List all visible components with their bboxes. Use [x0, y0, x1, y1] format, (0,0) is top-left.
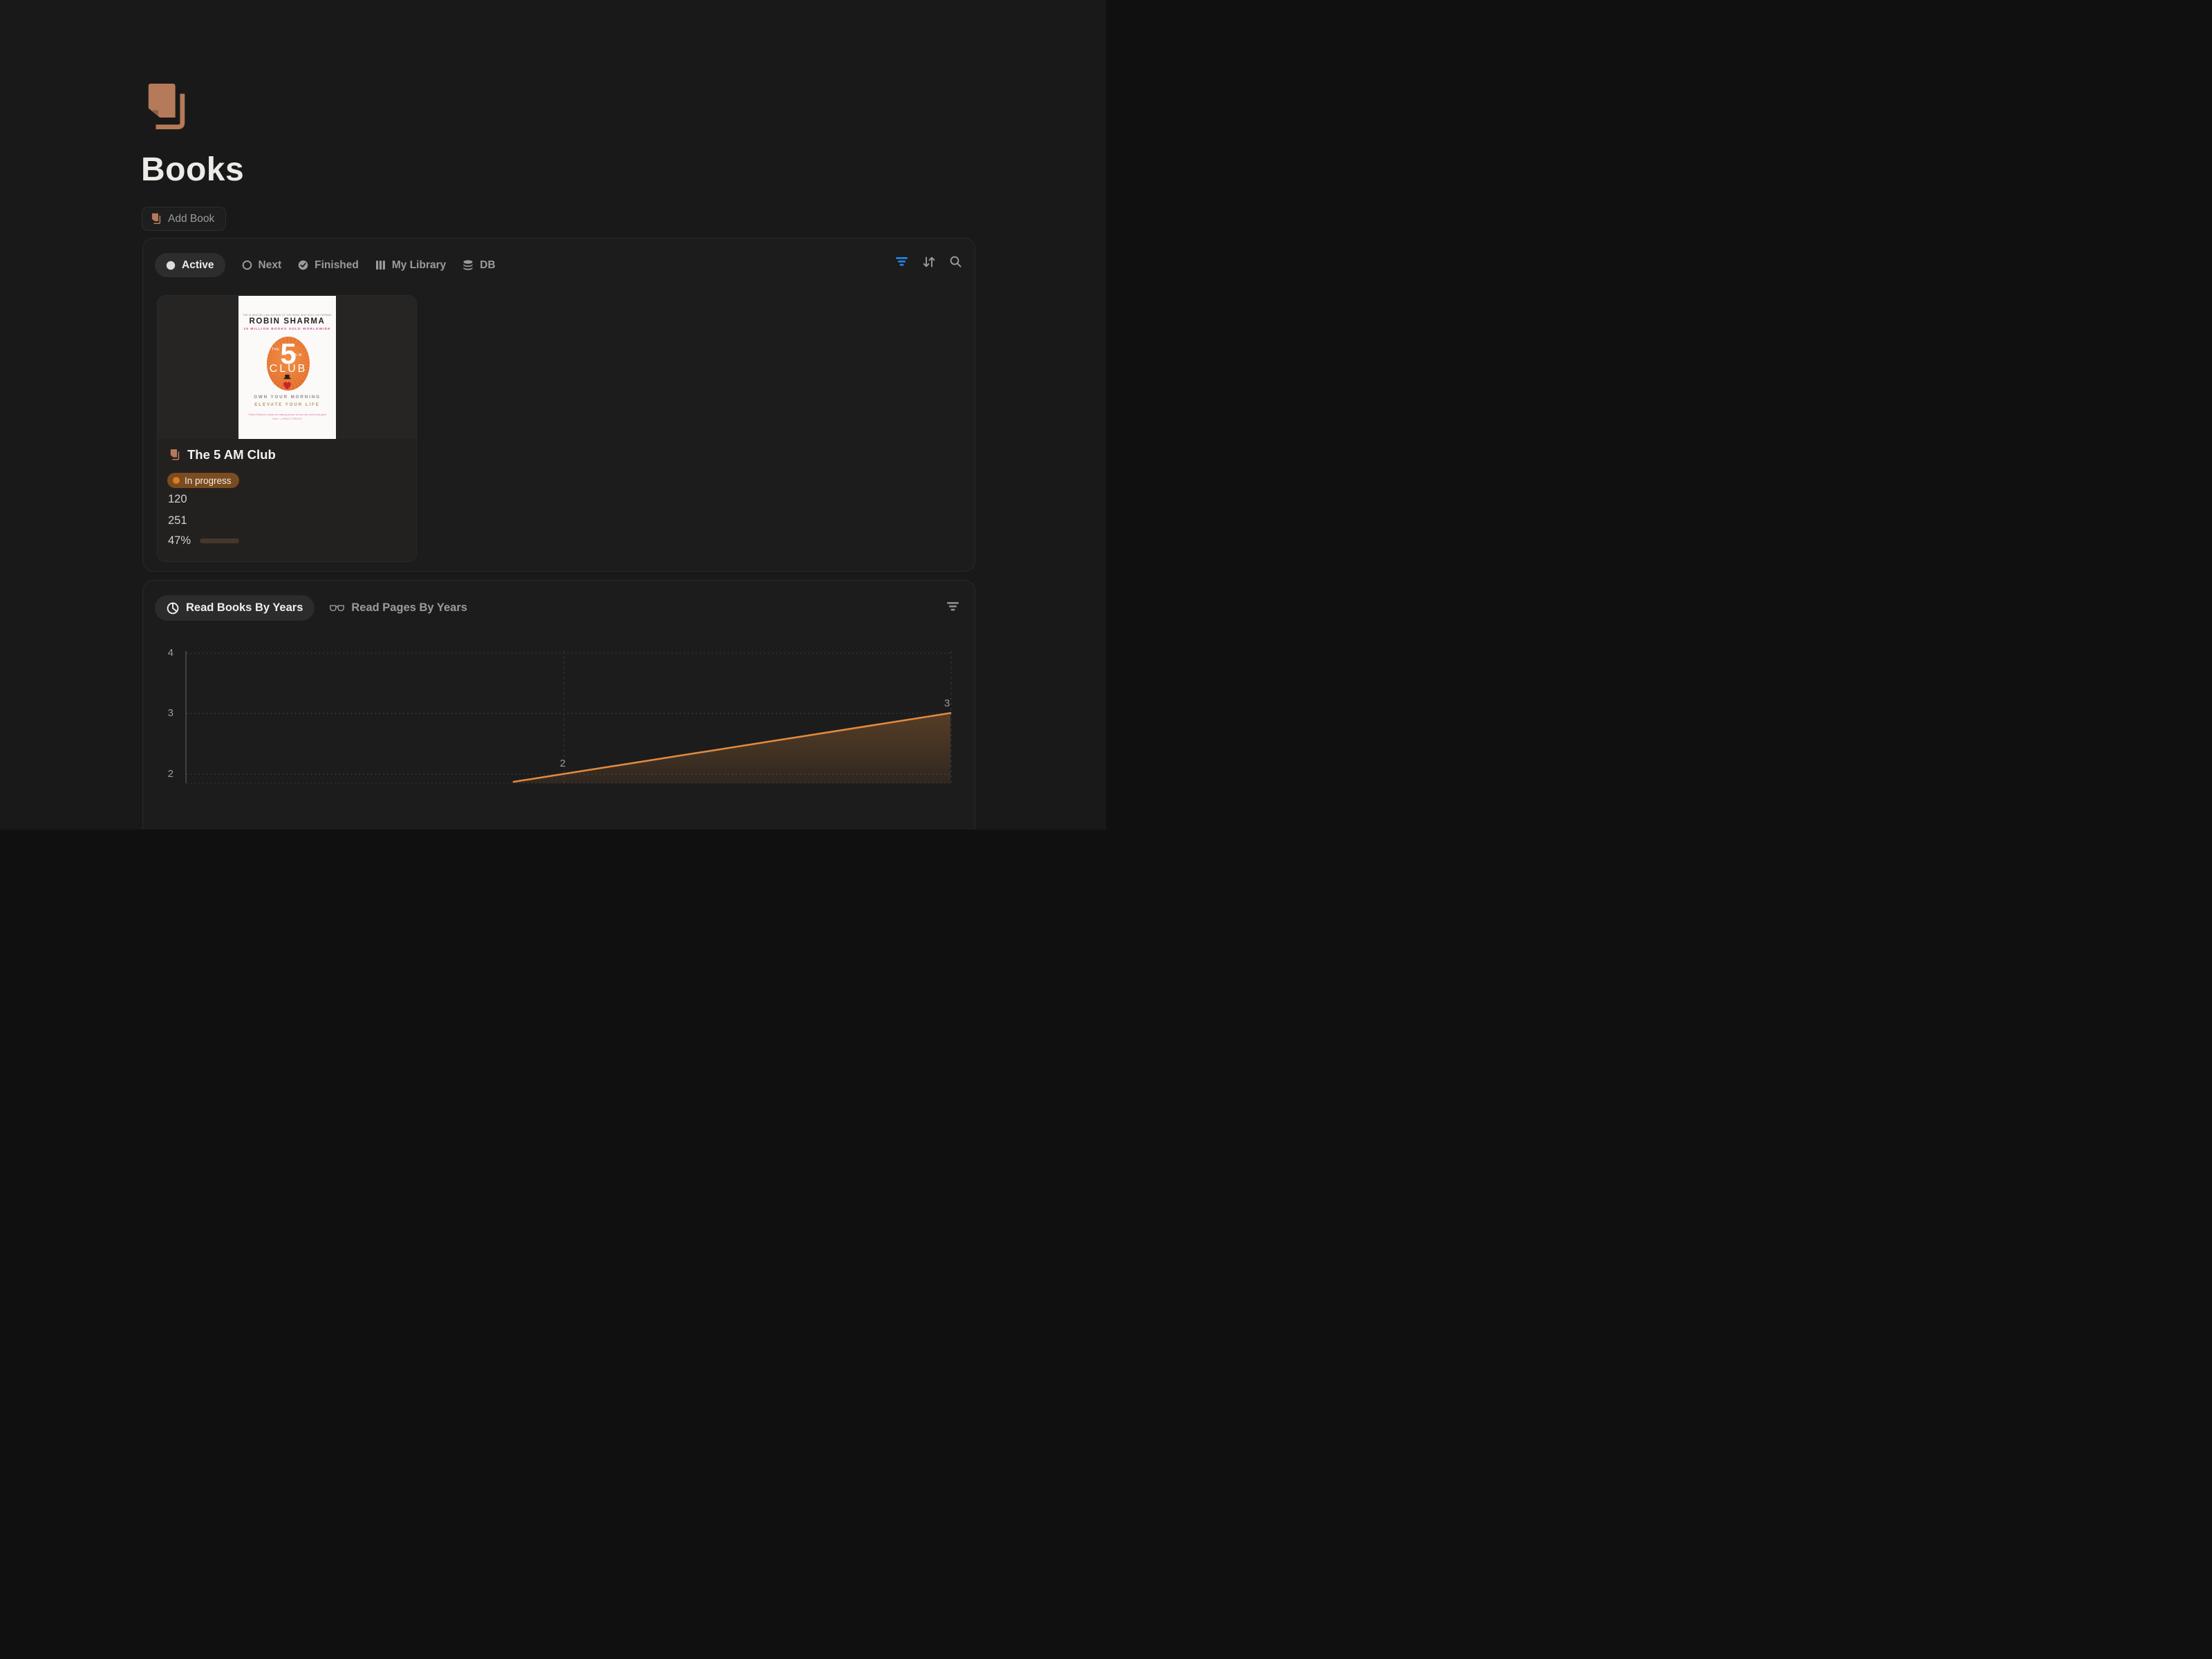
tab-my-library[interactable]: My Library — [375, 259, 446, 272]
library-toolbar — [894, 254, 963, 269]
add-book-button[interactable]: Add Book — [142, 207, 227, 231]
status-label: In progress — [185, 475, 232, 486]
glasses-icon — [330, 604, 345, 611]
library-section-card: Active Next Finished — [142, 238, 975, 572]
cover-tagline-2: ELEVATE YOUR LIFE — [254, 402, 320, 407]
progress-row: 47% — [168, 534, 240, 547]
chart-filter-button[interactable] — [945, 600, 961, 613]
tab-label: Next — [258, 259, 282, 271]
book-card[interactable]: THE #1 BESTSELLING AUTHOR OF THE MONK WH… — [157, 295, 417, 562]
chart-tabs: Read Books By Years Read Pages By Years — [155, 595, 467, 621]
progress-bar — [200, 538, 240, 543]
tab-db[interactable]: DB — [462, 259, 496, 272]
cover-author: ROBIN SHARMA — [249, 317, 326, 326]
tab-finished[interactable]: Finished — [298, 259, 359, 272]
book-icon — [151, 213, 161, 224]
cover-title-the: THE — [272, 348, 280, 352]
pie-chart-icon — [167, 602, 179, 614]
series-line — [512, 712, 952, 783]
cover-topline: THE #1 BESTSELLING AUTHOR OF THE MONK WH… — [243, 314, 332, 317]
book-cover-image: THE #1 BESTSELLING AUTHOR OF THE MONK WH… — [238, 296, 336, 439]
circle-outline-icon — [242, 260, 252, 270]
pages-read-value: 120 — [168, 493, 187, 505]
search-icon — [950, 256, 962, 268]
tab-label: Read Books By Years — [186, 601, 303, 614]
status-badge: In progress — [167, 473, 239, 488]
data-label-3: 3 — [944, 697, 950, 709]
filter-button[interactable] — [894, 255, 910, 268]
cover-title-club: CLUB — [269, 363, 308, 375]
tab-label: Active — [182, 259, 214, 271]
cover-quote: “Robin Sharma’s books are helping people… — [248, 413, 327, 421]
view-tabs: Active Next Finished — [155, 253, 496, 277]
book-icon — [148, 84, 185, 130]
pages-total-value: 251 — [168, 514, 187, 527]
book-title: The 5 AM Club — [187, 447, 276, 462]
tab-active[interactable]: Active — [155, 253, 225, 277]
book-icon — [170, 449, 180, 460]
tab-label: DB — [480, 259, 496, 271]
cover-sold-line: 15 MILLION BOOKS SOLD WORLDWIDE — [243, 328, 331, 331]
filter-icon — [947, 602, 959, 611]
heart-tophat-icon — [283, 374, 291, 390]
y-axis-tick-2: 2 — [167, 768, 174, 780]
y-axis-tick-3: 3 — [167, 707, 174, 719]
add-book-label: Add Book — [168, 212, 215, 225]
cover-title-5: 5 — [280, 337, 297, 370]
check-circle-icon — [298, 260, 308, 270]
page-title: Books — [141, 151, 245, 188]
circle-filled-icon — [166, 261, 176, 270]
books-app-page: Books Add Book Active Next — [0, 0, 1106, 830]
tab-label: Read Pages By Years — [351, 601, 467, 614]
tab-label: Finished — [315, 259, 359, 271]
search-button[interactable] — [948, 254, 963, 269]
y-axis-tick-4: 4 — [167, 647, 174, 659]
library-bars-icon — [375, 261, 385, 270]
tab-read-pages-by-years[interactable]: Read Pages By Years — [330, 601, 467, 615]
data-label-2: 2 — [560, 758, 565, 769]
page-icon-book[interactable] — [143, 82, 190, 133]
book-title-row: The 5 AM Club — [169, 447, 276, 462]
book-cover-area: THE #1 BESTSELLING AUTHOR OF THE MONK WH… — [158, 296, 416, 439]
database-icon — [463, 259, 473, 270]
sort-icon — [923, 256, 935, 267]
cover-title-am: A.M. — [294, 353, 303, 357]
sort-button[interactable] — [921, 255, 937, 269]
tab-label: My Library — [391, 259, 447, 271]
vertical-gridlines — [563, 651, 952, 786]
cover-tagline-1: OWN YOUR MORNING — [254, 395, 321, 400]
cover-sunburst: THE 5 A.M. CLUB — [267, 337, 310, 391]
filter-icon — [896, 257, 908, 266]
tab-read-books-by-years[interactable]: Read Books By Years — [155, 595, 315, 621]
read-books-chart[interactable]: 2 3 — [185, 651, 954, 786]
status-dot-icon — [173, 477, 180, 484]
tab-next[interactable]: Next — [242, 259, 282, 272]
stats-section-card: Read Books By Years Read Pages By Years … — [142, 580, 975, 830]
progress-percent-label: 47% — [168, 534, 191, 547]
